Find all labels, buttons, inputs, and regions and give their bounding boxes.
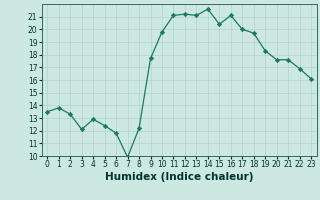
X-axis label: Humidex (Indice chaleur): Humidex (Indice chaleur) (105, 172, 253, 182)
